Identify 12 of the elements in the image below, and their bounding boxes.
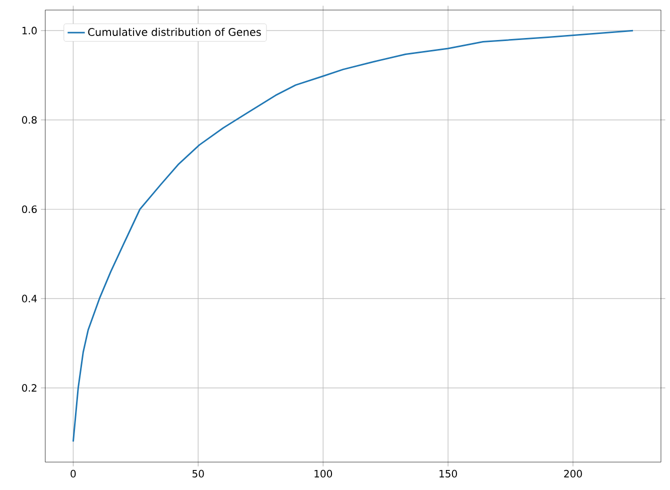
line-series	[72, 30, 634, 442]
x-tick-label: 50	[192, 470, 204, 478]
x-tick-label: 200	[564, 470, 582, 478]
x-tick-label: 0	[70, 470, 76, 478]
x-tick-label: 100	[314, 470, 332, 478]
y-tick-label: 0.6	[22, 205, 37, 213]
x-tick-label: 150	[440, 470, 457, 478]
y-tick-label: 0.4	[22, 294, 37, 302]
y-tick-label: 0.8	[22, 116, 37, 124]
legend-label: Cumulative distribution of Genes	[88, 28, 261, 36]
y-tick-label: 1.0	[22, 26, 37, 34]
y-tick-label: 0.2	[22, 384, 36, 392]
